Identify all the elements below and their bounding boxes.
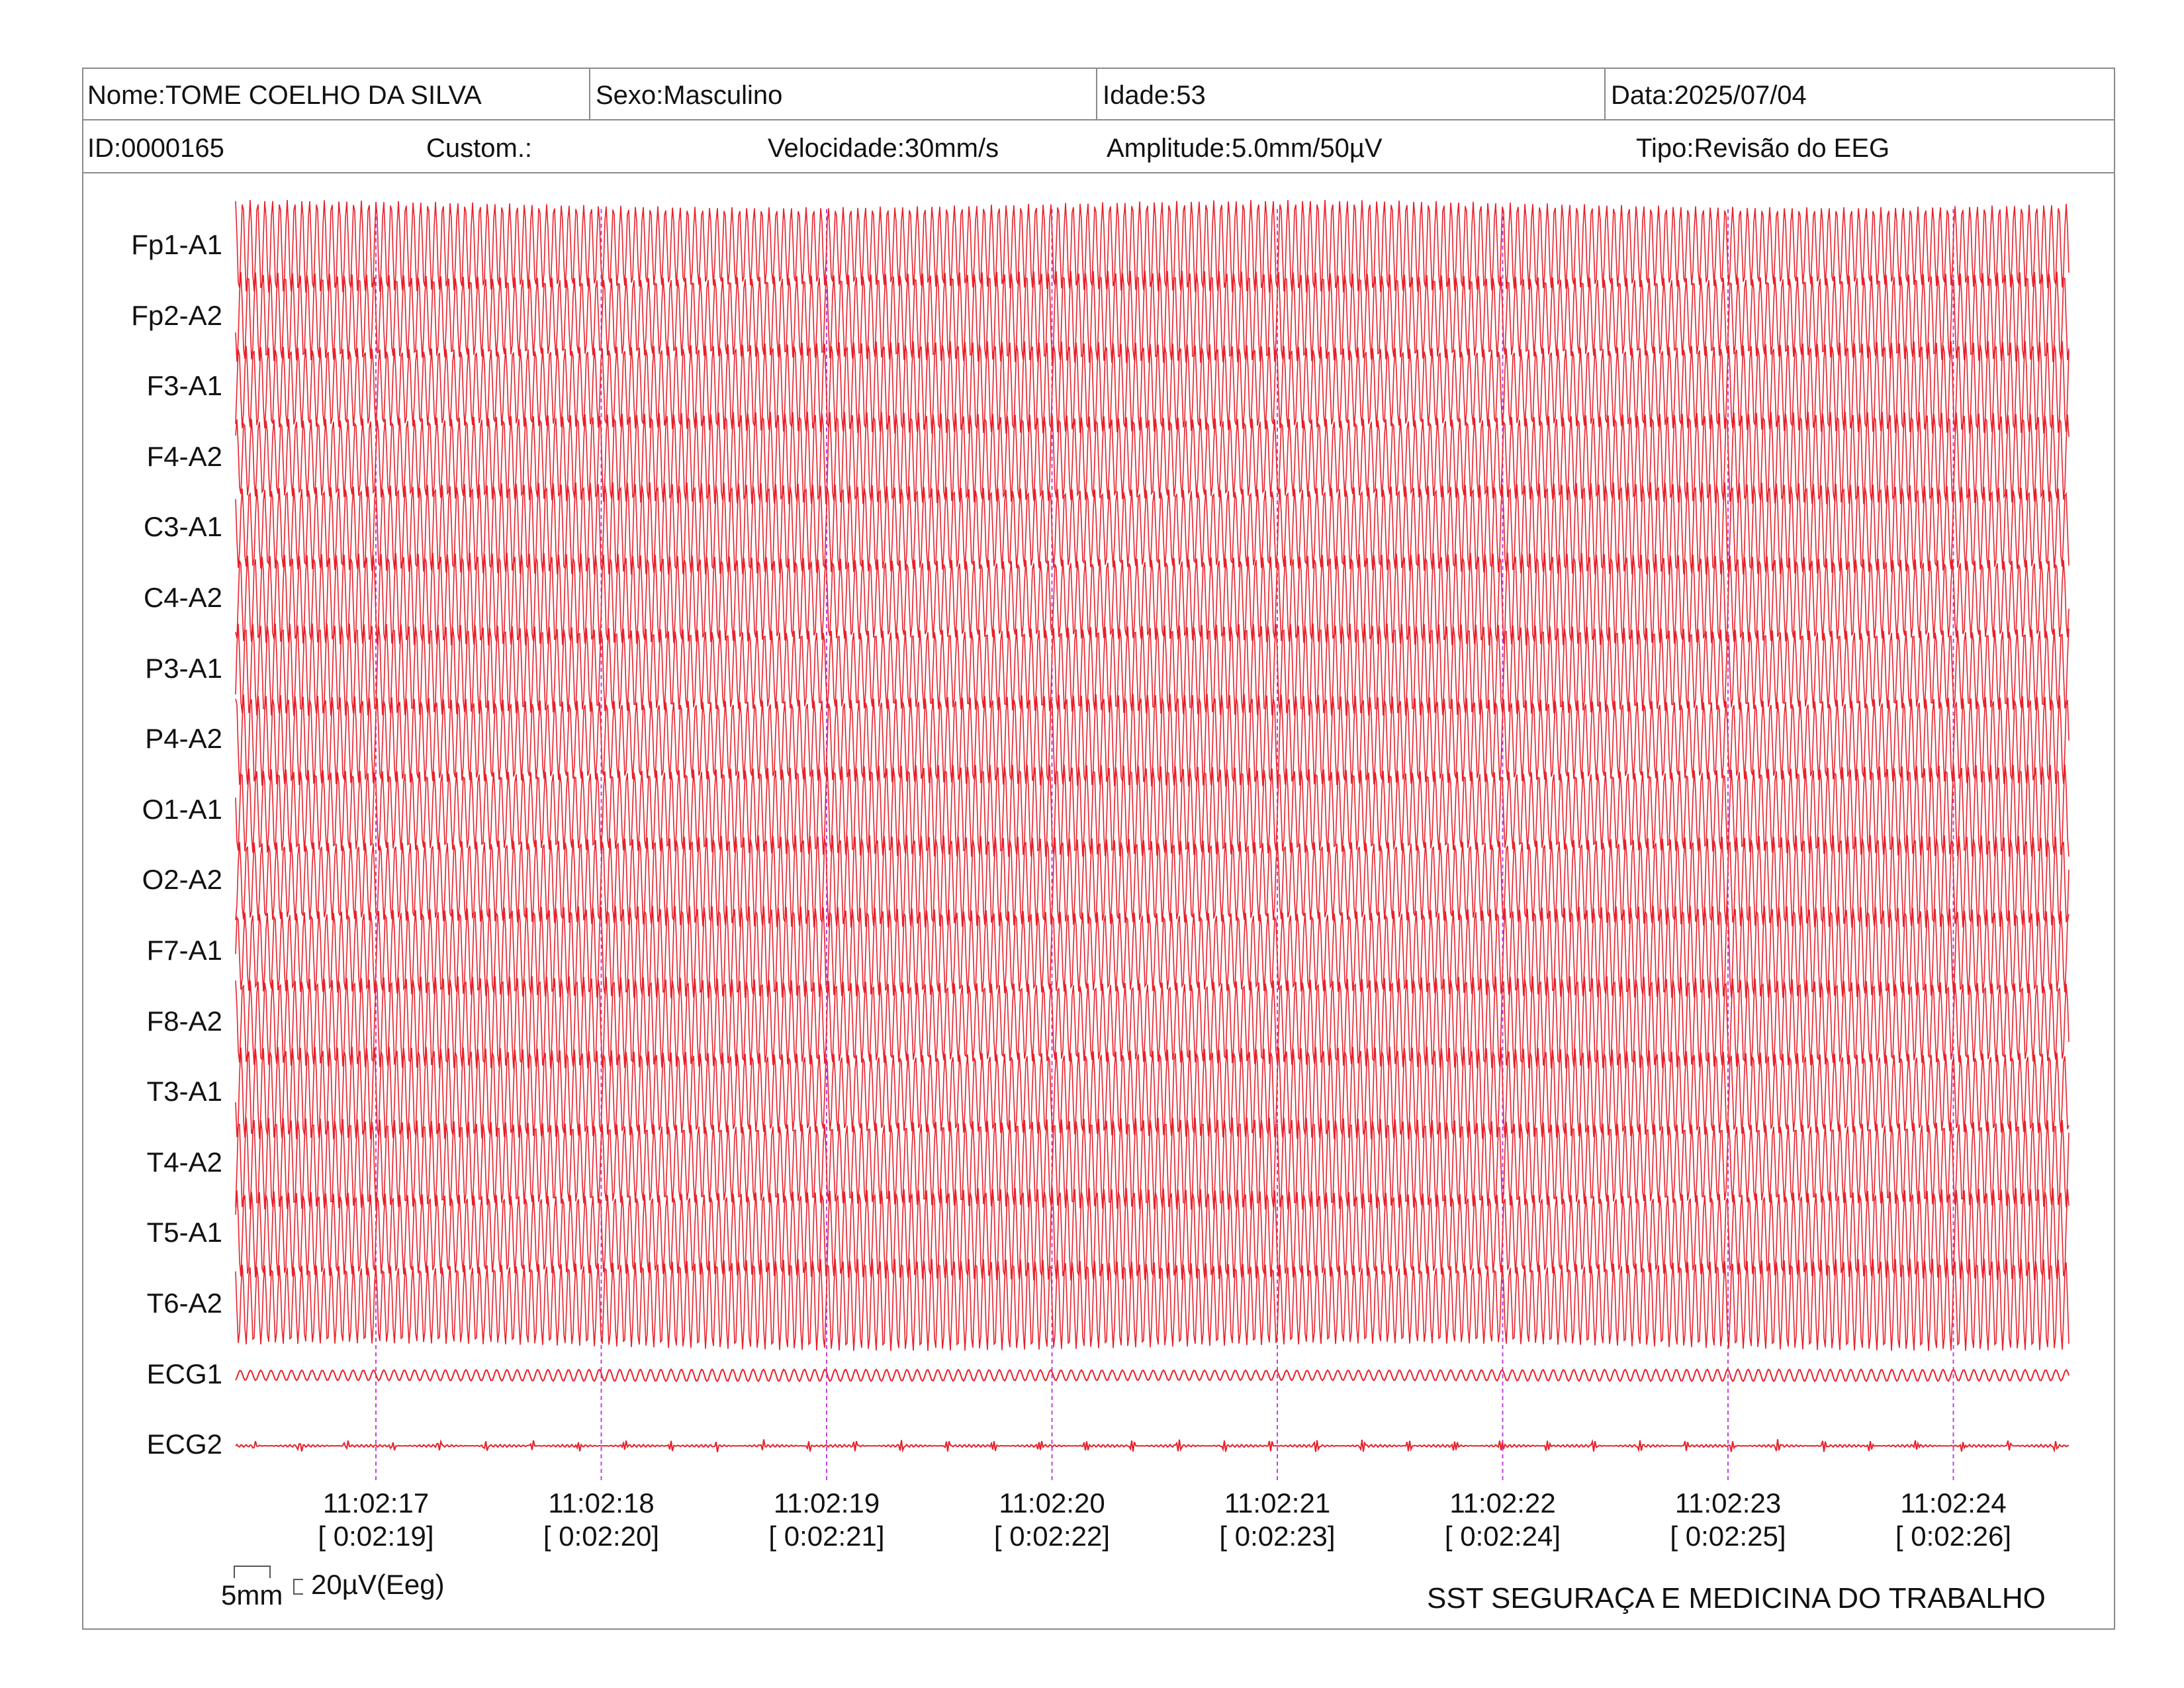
patient-age: Idade:53 bbox=[1096, 68, 1604, 119]
patient-sex: Sexo:Masculino bbox=[589, 68, 1096, 119]
record-id: ID:0000165 bbox=[87, 134, 224, 163]
channel-label: F7-A1 bbox=[146, 935, 222, 966]
patient-name: Nome:TOME COELHO DA SILVA bbox=[87, 81, 482, 110]
custom-field: Custom.: bbox=[426, 134, 533, 163]
trace-o1-a1 bbox=[235, 765, 2070, 857]
elapsed-time: [ 0:02:24] bbox=[1444, 1521, 1561, 1552]
amplitude-scale-label: 20µV(Eeg) bbox=[311, 1569, 445, 1600]
exam-type: Tipo:Revisão do EEG bbox=[1636, 134, 1890, 163]
speed: Velocidade:30mm/s bbox=[768, 134, 999, 163]
trace-f3-a1 bbox=[235, 341, 2070, 434]
trace-t6-a2 bbox=[235, 1258, 2070, 1351]
clinic-name: SST SEGURAÇA E MEDICINA DO TRABALHO bbox=[1427, 1582, 2046, 1615]
clock-time: 11:02:18 bbox=[548, 1487, 655, 1519]
trace-f4-a2 bbox=[235, 411, 2070, 504]
time-marker-label: 11:02:23[ 0:02:25] bbox=[1642, 1487, 1814, 1553]
trace-ecg1 bbox=[235, 1368, 2070, 1383]
report-frame bbox=[82, 68, 2115, 1630]
time-marker-label: 11:02:21[ 0:02:23] bbox=[1191, 1487, 1363, 1553]
channel-label: T5-A1 bbox=[146, 1217, 222, 1248]
channel-label: T6-A2 bbox=[146, 1288, 222, 1319]
trace-f8-a2 bbox=[235, 976, 2070, 1069]
channel-label: C3-A1 bbox=[143, 511, 222, 543]
trace-fp1-a1 bbox=[235, 199, 2070, 293]
trace-f7-a1 bbox=[235, 906, 2070, 998]
channel-label: O2-A2 bbox=[142, 864, 222, 896]
time-scale-label: 5mm bbox=[221, 1579, 283, 1611]
exam-date: Data:2025/07/04 bbox=[1604, 68, 2114, 119]
clock-time: 11:02:23 bbox=[1674, 1487, 1782, 1519]
trace-t5-a1 bbox=[235, 1188, 2070, 1281]
header-row-patient: Nome:TOME COELHO DA SILVA Sexo:Masculino… bbox=[82, 68, 2115, 120]
channel-label: T3-A1 bbox=[146, 1076, 222, 1107]
time-marker-label: 11:02:18[ 0:02:20] bbox=[516, 1487, 688, 1553]
elapsed-time: [ 0:02:26] bbox=[1895, 1521, 2012, 1552]
trace-ecg2 bbox=[235, 1438, 2070, 1453]
channel-label: Fp2-A2 bbox=[131, 299, 222, 331]
trace-c4-a2 bbox=[235, 552, 2070, 646]
clock-time: 11:02:17 bbox=[322, 1487, 430, 1519]
elapsed-time: [ 0:02:20] bbox=[543, 1521, 660, 1552]
time-marker-label: 11:02:24[ 0:02:26] bbox=[1868, 1487, 2040, 1553]
trace-t4-a2 bbox=[235, 1117, 2070, 1210]
trace-fp2-a2 bbox=[235, 270, 2070, 363]
clock-time: 11:02:19 bbox=[773, 1487, 880, 1519]
clock-time: 11:02:24 bbox=[1900, 1487, 2007, 1519]
elapsed-time: [ 0:02:21] bbox=[768, 1521, 885, 1552]
trace-t3-a1 bbox=[235, 1047, 2070, 1140]
elapsed-time: [ 0:02:19] bbox=[318, 1521, 434, 1552]
channel-label: Fp1-A1 bbox=[131, 229, 222, 260]
clock-time: 11:02:20 bbox=[999, 1487, 1105, 1519]
trace-c3-a1 bbox=[235, 482, 2070, 575]
clock-time: 11:02:22 bbox=[1449, 1487, 1556, 1519]
channel-label: F8-A2 bbox=[146, 1005, 222, 1037]
amplitude: Amplitude:5.0mm/50µV bbox=[1107, 134, 1383, 163]
channel-label: F3-A1 bbox=[146, 370, 222, 402]
channel-label: T4-A2 bbox=[146, 1146, 222, 1178]
scale-bar bbox=[233, 1564, 303, 1595]
channel-label: P3-A1 bbox=[145, 652, 222, 684]
elapsed-time: [ 0:02:22] bbox=[993, 1521, 1111, 1552]
channel-label: ECG2 bbox=[146, 1429, 222, 1460]
trace-p3-a1 bbox=[235, 623, 2070, 716]
channel-label: F4-A2 bbox=[146, 440, 222, 472]
clock-time: 11:02:21 bbox=[1224, 1487, 1331, 1519]
elapsed-time: [ 0:02:25] bbox=[1670, 1521, 1786, 1552]
time-marker-label: 11:02:19[ 0:02:21] bbox=[741, 1487, 913, 1553]
header-row-params: ID:0000165 Custom.: Velocidade:30mm/s Am… bbox=[82, 120, 2115, 173]
channel-label: C4-A2 bbox=[143, 582, 222, 613]
time-marker-label: 11:02:20[ 0:02:22] bbox=[966, 1487, 1138, 1553]
channel-label: ECG1 bbox=[146, 1358, 222, 1389]
time-marker-label: 11:02:22[ 0:02:24] bbox=[1417, 1487, 1589, 1553]
elapsed-time: [ 0:02:23] bbox=[1219, 1521, 1336, 1552]
channel-label: P4-A2 bbox=[145, 723, 222, 755]
time-marker-label: 11:02:17[ 0:02:19] bbox=[290, 1487, 462, 1553]
channel-label: O1-A1 bbox=[142, 793, 222, 825]
